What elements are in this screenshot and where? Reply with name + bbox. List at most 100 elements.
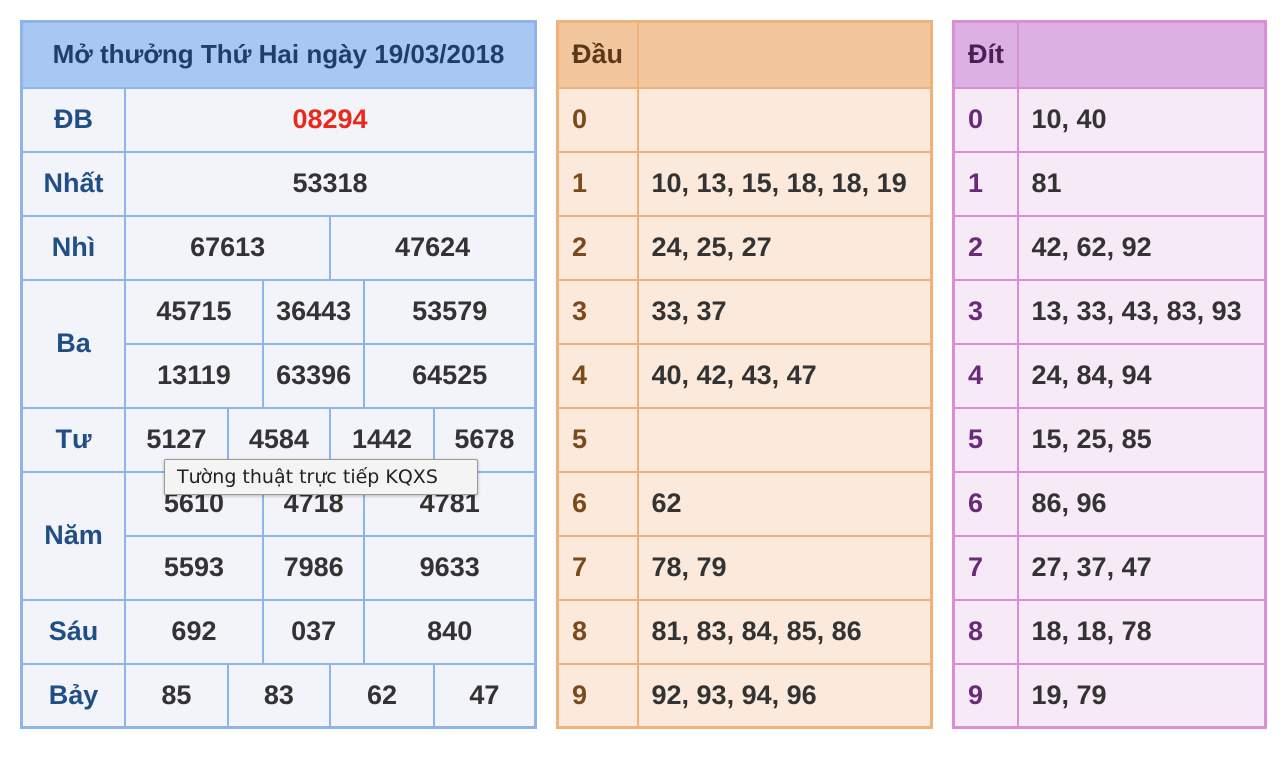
dau-header-empty [636,20,933,89]
dau-values: 62 [636,470,933,537]
dau-values: 78, 79 [636,534,933,601]
dit-row: 8 18, 18, 78 [952,598,1267,665]
prize-label: Ba [20,278,127,409]
prize-row-second: Nhì 67613 47624 [20,214,537,281]
prize-number: 62 [329,662,435,729]
dau-digit: 9 [556,662,639,729]
dit-digit: 3 [952,278,1019,345]
dit-row: 7 27, 37, 47 [952,534,1267,601]
dau-row: 5 [556,406,933,473]
dit-values: 86, 96 [1016,470,1267,537]
results-title-row: Mở thưởng Thứ Hai ngày 19/03/2018 [20,20,537,89]
dau-header-row: Đầu [556,20,933,89]
dit-row: 1 81 [952,150,1267,217]
prize-number: 7986 [261,534,366,601]
dit-row: 3 13, 33, 43, 83, 93 [952,278,1267,345]
prize-label: ĐB [20,86,127,153]
dau-digit: 3 [556,278,639,345]
dit-row: 9 19, 79 [952,662,1267,729]
dit-digit: 1 [952,150,1019,217]
dau-row: 0 [556,86,933,153]
dau-digit: 1 [556,150,639,217]
prize-number: 692 [124,598,264,665]
prize-number: 13119 [124,342,264,409]
dau-digit: 5 [556,406,639,473]
dau-values: 40, 42, 43, 47 [636,342,933,409]
dit-values: 18, 18, 78 [1016,598,1267,665]
dit-row: 6 86, 96 [952,470,1267,537]
dau-digit: 7 [556,534,639,601]
dit-digit: 0 [952,86,1019,153]
prize-number: 47 [432,662,537,729]
dau-values: 10, 13, 15, 18, 18, 19 [636,150,933,217]
dau-digit: 2 [556,214,639,281]
dau-digit: 4 [556,342,639,409]
dit-row: 2 42, 62, 92 [952,214,1267,281]
prize-label: Nhất [20,150,127,217]
dau-header: Đầu [556,20,639,89]
dit-row: 5 15, 25, 85 [952,406,1267,473]
dit-header: Đít [952,20,1019,89]
dau-row: 9 92, 93, 94, 96 [556,662,933,729]
dit-digit: 7 [952,534,1019,601]
dit-digit: 6 [952,470,1019,537]
prize-number: 08294 [124,86,537,153]
prize-number: 037 [261,598,366,665]
tooltip: Tường thuật trực tiếp KQXS [164,459,478,495]
dit-values: 15, 25, 85 [1016,406,1267,473]
prize-label: Sáu [20,598,127,665]
prize-number: 840 [363,598,537,665]
dit-values: 19, 79 [1016,662,1267,729]
dit-values: 27, 37, 47 [1016,534,1267,601]
dit-values: 42, 62, 92 [1016,214,1267,281]
dau-values: 24, 25, 27 [636,214,933,281]
prize-row-special: ĐB 08294 [20,86,537,153]
prize-label: Năm [20,470,127,601]
prize-row-sixth: Sáu 692 037 840 [20,598,537,665]
dit-row: 0 10, 40 [952,86,1267,153]
dit-digit: 5 [952,406,1019,473]
dau-table: Đầu 0 1 10, 13, 15, 18, 18, 19 2 24, 25, 2… [556,20,933,729]
dau-row: 3 33, 37 [556,278,933,345]
dit-header-empty [1016,20,1267,89]
prize-number: 5593 [124,534,264,601]
dau-digit: 6 [556,470,639,537]
prize-number: 83 [226,662,332,729]
dau-values: 33, 37 [636,278,933,345]
dau-values: 81, 83, 84, 85, 86 [636,598,933,665]
prize-number: 85 [124,662,229,729]
dit-digit: 9 [952,662,1019,729]
prize-number: 53579 [363,278,537,345]
prize-label: Tư [20,406,127,473]
dit-values: 13, 33, 43, 83, 93 [1016,278,1267,345]
dau-digit: 8 [556,598,639,665]
results-title: Mở thưởng Thứ Hai ngày 19/03/2018 [20,20,537,89]
dau-row: 2 24, 25, 27 [556,214,933,281]
prize-number: 64525 [363,342,537,409]
prize-row-first: Nhất 53318 [20,150,537,217]
prize-row-third: Ba 45715 36443 53579 [20,278,537,409]
prize-label: Nhì [20,214,127,281]
prize-number: 67613 [124,214,332,281]
dit-digit: 2 [952,214,1019,281]
dit-header-row: Đít [952,20,1267,89]
dau-row: 8 81, 83, 84, 85, 86 [556,598,933,665]
dit-table: Đít 0 10, 40 1 81 2 42, 62, 92 3 13, 33, 43,… [952,20,1267,729]
dit-row: 4 24, 84, 94 [952,342,1267,409]
prize-number: 63396 [261,342,366,409]
dit-digit: 4 [952,342,1019,409]
prize-row-fifth-b: 5593 7986 9633 [22,534,537,601]
prize-number: 9633 [363,534,537,601]
dau-row: 4 40, 42, 43, 47 [556,342,933,409]
dit-digit: 8 [952,598,1019,665]
dit-values: 81 [1016,150,1267,217]
prize-number: 45715 [124,278,264,345]
prize-label: Bảy [20,662,127,729]
prize-row-third-b: 13119 63396 64525 [22,342,537,409]
dau-values [636,86,933,153]
dau-row: 7 78, 79 [556,534,933,601]
dit-values: 24, 84, 94 [1016,342,1267,409]
dau-digit: 0 [556,86,639,153]
prize-number: 36443 [261,278,366,345]
dau-row: 6 62 [556,470,933,537]
